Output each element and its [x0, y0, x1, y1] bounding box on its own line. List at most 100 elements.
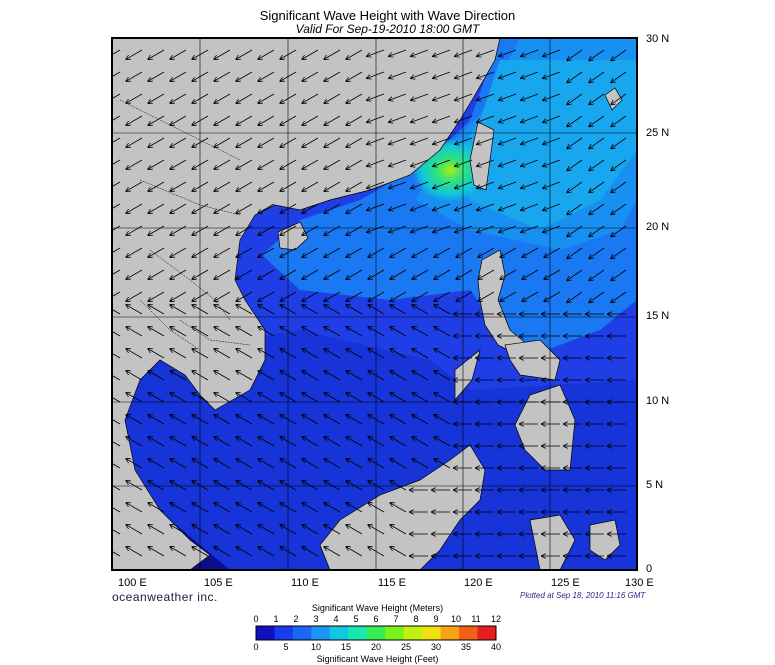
wave-arrow: [346, 393, 363, 403]
wave-arrow: [544, 247, 561, 257]
wave-arrow: [455, 115, 473, 122]
wave-arrow: [346, 137, 363, 147]
wave-arrow: [346, 225, 363, 235]
wave-arrow: [389, 181, 407, 188]
wave-arrow: [367, 49, 385, 56]
wave-arrow: [148, 525, 165, 535]
wave-arrow: [214, 247, 231, 257]
wave-arrow: [346, 305, 363, 315]
wave-arrow: [543, 225, 561, 232]
wave-arrow: [258, 459, 275, 469]
wave-arrow: [455, 93, 473, 100]
wave-arrow: [302, 71, 319, 81]
wave-arrow: [236, 115, 253, 125]
wave-arrow: [390, 291, 407, 301]
wave-arrow: [148, 349, 165, 359]
colorbar-meters-tick: 12: [490, 614, 501, 624]
colorbar-swatch: [403, 626, 423, 640]
wave-arrow: [258, 93, 275, 103]
wave-arrow: [214, 327, 231, 337]
wave-arrow: [148, 159, 165, 169]
wave-arrow: [214, 137, 231, 147]
wave-arrow: [477, 159, 495, 166]
wave-arrow: [346, 247, 363, 257]
wave-arrow: [543, 115, 561, 122]
wave-arrow: [148, 93, 165, 103]
wave-arrow: [170, 71, 187, 81]
wave-arrow: [148, 503, 165, 513]
lat-label: 25 N: [646, 127, 670, 139]
wave-arrow: [148, 393, 165, 403]
wave-arrow: [302, 371, 319, 381]
wave-arrow: [411, 137, 429, 144]
wave-arrow: [126, 371, 143, 381]
wave-arrow: [126, 415, 143, 425]
wave-arrow: [390, 371, 407, 381]
wave-arrow: [500, 247, 517, 257]
brand-logo-text: oceanweather inc.: [112, 590, 218, 604]
wave-arrow: [346, 203, 363, 213]
wave-arrow: [236, 415, 253, 425]
wave-arrow: [324, 93, 341, 103]
wave-arrow: [324, 525, 341, 535]
colorbar-meters-tick: 3: [313, 614, 319, 624]
wave-arrow: [521, 181, 539, 188]
wave-arrow: [214, 349, 231, 359]
wave-arrow: [126, 481, 143, 491]
wave-arrow: [500, 291, 517, 301]
wave-arrow: [302, 481, 319, 491]
colorbar-swatch: [274, 626, 294, 640]
colorbar-swatch: [422, 626, 442, 640]
wave-arrow: [214, 525, 231, 535]
wave-arrow: [544, 291, 561, 301]
wave-arrow: [611, 93, 627, 104]
borneo-island: [319, 444, 486, 570]
wave-arrow: [567, 159, 583, 170]
wave-arrow: [500, 269, 517, 279]
wave-arrow: [412, 371, 429, 381]
wave-arrow: [170, 247, 187, 257]
wave-arrow: [411, 159, 429, 166]
wave-arrow: [214, 225, 231, 235]
wave-arrow: [126, 503, 143, 513]
wave-arrow: [236, 393, 253, 403]
wave-arrow: [521, 115, 539, 122]
wave-arrow: [346, 503, 363, 513]
wave-arrow: [589, 49, 605, 60]
wave-arrow: [346, 115, 363, 125]
wave-arrow: [170, 49, 187, 59]
wave-arrow: [126, 247, 143, 257]
lat-label: 20 N: [646, 221, 670, 233]
colorbar-meters-tick: 6: [373, 614, 379, 624]
wave-arrow: [126, 269, 143, 279]
wave-arrow: [258, 269, 275, 279]
wave-arrow: [411, 71, 429, 78]
wave-arrow: [434, 269, 451, 279]
wave-arrow: [302, 525, 319, 535]
wave-arrow: [367, 137, 385, 144]
wave-arrow: [434, 459, 451, 469]
wave-arrow: [521, 225, 539, 232]
wave-arrow: [126, 305, 143, 315]
wave-arrow: [455, 49, 473, 56]
wave-arrow: [170, 547, 187, 557]
hainan-island: [277, 221, 309, 251]
wave-arrow: [521, 93, 539, 100]
wave-arrow: [455, 181, 473, 188]
wave-arrow: [567, 203, 583, 214]
land-masses: [112, 38, 623, 570]
wave-arrow: [389, 225, 407, 232]
wave-arrow: [258, 327, 275, 337]
wave-arrow: [589, 71, 605, 82]
wave-arrow: [411, 181, 429, 188]
wave-arrow: [499, 137, 517, 144]
wave-arrow: [477, 115, 495, 122]
wave-arrow: [148, 547, 165, 557]
wave-arrow: [499, 49, 517, 56]
wave-arrow: [478, 269, 495, 279]
wave-arrow: [390, 247, 407, 257]
wave-arrow: [324, 437, 341, 447]
lon-label: 130 E: [625, 577, 654, 589]
wave-arrow: [170, 181, 187, 191]
wave-arrow: [521, 137, 539, 144]
